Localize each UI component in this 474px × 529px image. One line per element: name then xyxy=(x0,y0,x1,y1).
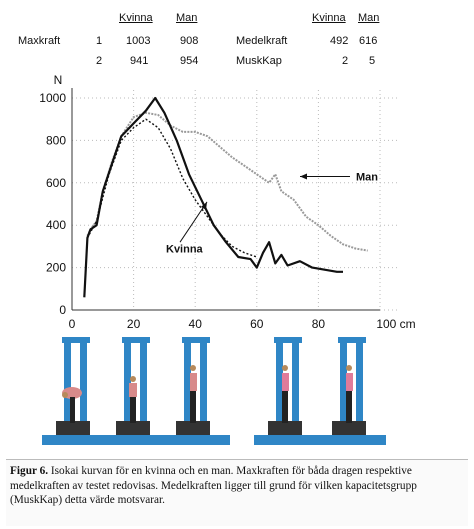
annotation-label-kvinna: Kvinna xyxy=(166,243,204,255)
x-tick-label: 40 xyxy=(189,317,203,331)
row2-man2: 5 xyxy=(369,55,376,67)
rig-1 xyxy=(42,337,110,445)
x-tick-label: 60 xyxy=(250,317,264,331)
annotation-arrowhead-kvinna xyxy=(201,201,207,210)
x-tick-label: 80 xyxy=(312,317,326,331)
row2-kvinna: 941 xyxy=(130,55,149,67)
caption-text: Isokai kurvan för en kvinna och en man. … xyxy=(10,465,417,506)
header-man-2: Man xyxy=(358,12,380,24)
y-axis-label: N xyxy=(54,73,63,87)
y-tick-label: 600 xyxy=(46,176,66,190)
annotation-label-man: Man xyxy=(356,171,378,183)
series-line-man xyxy=(86,111,368,252)
y-tick-label: 0 xyxy=(59,303,66,317)
test-rig-illustrations xyxy=(42,337,386,445)
annotation-arrow-kvinna xyxy=(179,201,208,243)
header-man: Man xyxy=(176,12,198,24)
row2-num: 2 xyxy=(96,55,103,67)
series-line-kvinna-2 xyxy=(86,118,258,258)
row1-label2: Medelkraft xyxy=(236,35,288,47)
y-tick-label: 400 xyxy=(46,218,66,232)
rig-3 xyxy=(162,337,230,445)
x-tick-label: 0 xyxy=(69,317,76,331)
x-tick-label: 20 xyxy=(127,317,141,331)
row1-num: 1 xyxy=(96,35,103,47)
rig-5 xyxy=(318,337,386,445)
row1-man2: 616 xyxy=(359,35,378,47)
row2-kvinna2: 2 xyxy=(342,55,349,67)
y-tick-label: 200 xyxy=(46,261,66,275)
y-tick-label: 1000 xyxy=(39,91,66,105)
row1-man: 908 xyxy=(180,35,199,47)
row2-label2: MuskKap xyxy=(236,55,282,67)
row1-kvinna: 1003 xyxy=(126,35,151,47)
caption-figure-label: Figur 6. xyxy=(10,465,49,477)
y-tick-label: 800 xyxy=(46,133,66,147)
row2-man: 954 xyxy=(180,55,199,67)
annotation-arrowhead-man xyxy=(300,173,307,180)
header-kvinna: Kvinna xyxy=(119,12,153,24)
rig-2 xyxy=(102,337,170,445)
figure-caption: Figur 6. Isokai kurvan för en kvinna och… xyxy=(6,459,468,526)
x-tick-label: 100 cm xyxy=(376,317,415,331)
force-curve-chart: 0 200 400 600 800 1000 N 0 20 40 60 80 100 cm Man Kvin… xyxy=(39,73,415,331)
rig-4 xyxy=(254,337,322,445)
row1-kvinna2: 492 xyxy=(330,35,349,47)
header-kvinna-2: Kvinna xyxy=(312,12,346,24)
row1-label: Maxkraft xyxy=(18,35,61,47)
